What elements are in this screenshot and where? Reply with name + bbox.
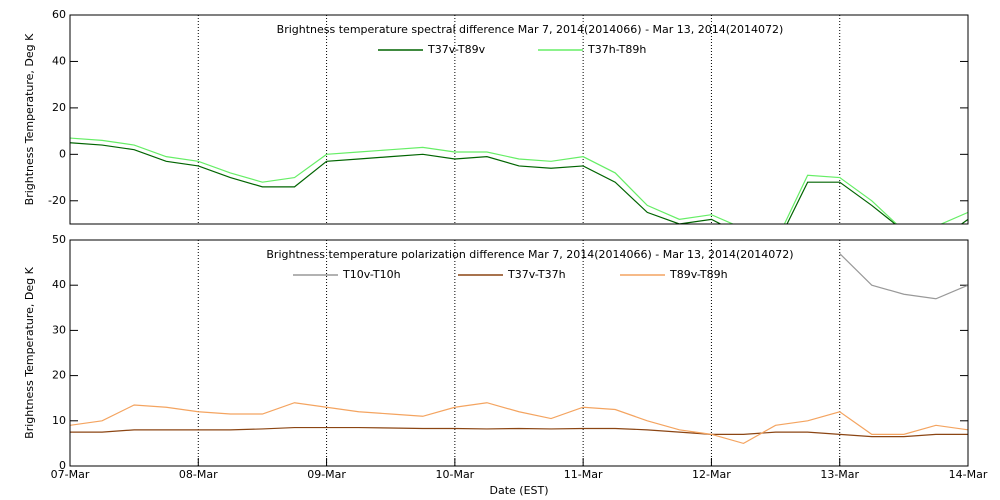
x-tick-label: 07-Mar — [51, 468, 90, 481]
y-tick-label: 40 — [52, 54, 66, 67]
y-tick-label: -20 — [48, 194, 66, 207]
legend-label: T89v-T89h — [669, 268, 728, 281]
series-line — [70, 402, 968, 445]
series-line — [70, 426, 968, 438]
plot-frame — [69, 239, 969, 467]
y-tick-label: 40 — [52, 278, 66, 291]
y-tick-label: 50 — [52, 233, 66, 246]
x-tick-label: 10-Mar — [435, 468, 474, 481]
y-tick-label: 0 — [59, 459, 66, 472]
y-tick-label: 20 — [52, 101, 66, 114]
x-tick-label: 14-Mar — [949, 468, 988, 481]
legend-label: T10v-T10h — [342, 268, 401, 281]
y-tick-label: 20 — [52, 369, 66, 382]
plot-frame — [69, 14, 969, 225]
x-tick-label: 13-Mar — [820, 468, 859, 481]
series-line — [839, 253, 968, 300]
chart-title: Brightness temperature spectral differen… — [277, 23, 784, 36]
x-tick-label: 12-Mar — [692, 468, 731, 481]
series-line — [70, 142, 968, 224]
legend-label: T37h-T89h — [587, 43, 646, 56]
y-tick-label: 60 — [52, 8, 66, 21]
x-tick-label: 11-Mar — [564, 468, 603, 481]
x-tick-label: 09-Mar — [307, 468, 346, 481]
x-axis-label: Date (EST) — [489, 484, 548, 497]
y-axis-label: Brightness Temperature, Deg K — [23, 266, 36, 438]
y-tick-label: 0 — [59, 147, 66, 160]
legend-label: T37v-T89v — [427, 43, 486, 56]
series-line — [70, 137, 968, 224]
legend-label: T37v-T37h — [507, 268, 566, 281]
y-axis-label: Brightness Temperature, Deg K — [23, 33, 36, 205]
y-tick-label: 30 — [52, 323, 66, 336]
chart-title: Brightness temperature polarization diff… — [266, 248, 793, 261]
x-tick-label: 08-Mar — [179, 468, 218, 481]
y-tick-label: 10 — [52, 414, 66, 427]
